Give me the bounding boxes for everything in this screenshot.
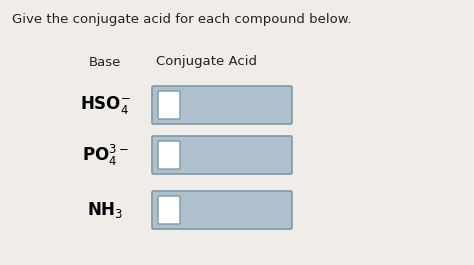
- Text: $\mathbf{NH}_{3}$: $\mathbf{NH}_{3}$: [87, 200, 123, 220]
- Text: Base: Base: [89, 55, 121, 68]
- FancyBboxPatch shape: [152, 136, 292, 174]
- FancyBboxPatch shape: [152, 191, 292, 229]
- FancyBboxPatch shape: [158, 91, 180, 119]
- FancyBboxPatch shape: [152, 86, 292, 124]
- Text: Conjugate Acid: Conjugate Acid: [156, 55, 257, 68]
- Text: $\mathbf{PO}_{4}^{3−}$: $\mathbf{PO}_{4}^{3−}$: [82, 143, 128, 167]
- FancyBboxPatch shape: [158, 141, 180, 169]
- Text: Give the conjugate acid for each compound below.: Give the conjugate acid for each compoun…: [12, 13, 352, 26]
- Text: $\mathbf{HSO}_{4}^{−}$: $\mathbf{HSO}_{4}^{−}$: [80, 94, 130, 116]
- FancyBboxPatch shape: [158, 196, 180, 224]
